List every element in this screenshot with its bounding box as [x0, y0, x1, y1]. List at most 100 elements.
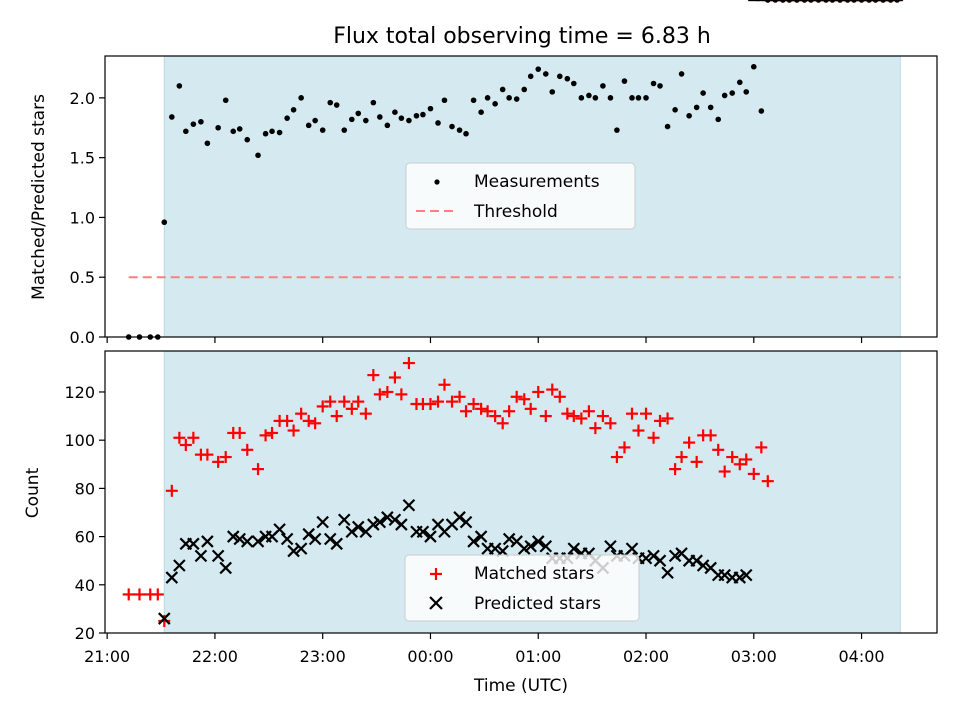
measurement-point: [244, 136, 251, 143]
matched-star-point: [259, 429, 272, 442]
matched-star-point: [589, 422, 602, 435]
matched-star-point: [596, 410, 609, 423]
bottom-y-axis-label: Count: [23, 467, 43, 518]
predicted-star-point: [402, 498, 416, 512]
matched-star-point: [165, 484, 178, 497]
matched-star-point: [388, 371, 401, 384]
measurement-point: [650, 80, 657, 87]
bottom-y-tick-label: 100: [64, 431, 95, 450]
matched-star-point: [173, 431, 186, 444]
measurement-point: [592, 95, 599, 101]
predicted-star-point: [211, 549, 225, 563]
matched-star-point: [704, 429, 717, 442]
matched-star-point: [475, 402, 488, 415]
matched-star-point: [669, 463, 682, 476]
measurement-point: [614, 127, 620, 133]
measurement-point: [222, 97, 229, 104]
legend-predicted-marker: [429, 596, 443, 610]
predicted-star-point: [157, 612, 171, 625]
top-y-tick-label: 1.5: [70, 149, 95, 168]
measurement-point: [678, 71, 685, 77]
matched-star-point: [539, 410, 552, 423]
matched-star-point: [510, 390, 523, 403]
predicted-star-point: [395, 518, 408, 531]
matched-star-point: [133, 588, 146, 601]
matched-star-point: [201, 448, 214, 461]
matched-star-point: [219, 451, 232, 464]
predicted-star-point: [201, 535, 214, 548]
matched-star-point: [532, 385, 545, 398]
legend-matched-label: Matched stars: [474, 564, 594, 584]
matched-star-point: [330, 410, 343, 423]
x-tick-label: 03:00: [731, 647, 777, 666]
measurement-point: [672, 107, 678, 113]
legend-measurements-label: Measurements: [474, 172, 600, 192]
x-tick-label: 04:00: [839, 647, 885, 666]
measurement-point: [743, 89, 750, 95]
measurement-point: [384, 122, 391, 129]
top-panel-frame: [104, 55, 938, 338]
predicted-star-point: [323, 532, 337, 546]
measurement-point: [406, 117, 412, 124]
measurement-point: [600, 83, 606, 89]
measurement-point: [290, 107, 297, 113]
predicted-star-point: [690, 554, 703, 567]
measurement-point: [715, 116, 722, 123]
matched-star-point: [381, 385, 394, 398]
measurement-point: [215, 124, 221, 131]
predicted-star-point: [502, 532, 516, 546]
predicted-star-point: [388, 513, 402, 526]
matched-star-point: [489, 410, 502, 423]
measurement-point: [190, 121, 197, 127]
predicted-star-point: [330, 537, 343, 551]
legend-predicted-label: Predicted stars: [474, 594, 601, 614]
predicted-star-point: [316, 515, 329, 529]
predicted-star-point: [240, 535, 254, 548]
measurement-point: [319, 127, 326, 133]
matched-star-point: [683, 436, 696, 449]
measurement-point: [542, 71, 549, 77]
measurement-point: [204, 140, 211, 147]
measurement-point: [564, 75, 571, 82]
matched-star-point: [266, 426, 279, 439]
predicted-star-point: [194, 549, 208, 563]
x-tick-label: 22:00: [192, 647, 238, 666]
matched-star-point: [626, 407, 639, 420]
x-tick-label: 21:00: [84, 647, 130, 666]
matched-star-point: [122, 588, 135, 601]
matched-star-point: [446, 395, 459, 408]
predicted-star-point: [531, 535, 545, 548]
measurement-point: [312, 117, 318, 124]
matched-star-point: [467, 398, 480, 411]
matched-star-point: [610, 451, 623, 464]
measurement-point: [578, 95, 585, 101]
predicted-star-point: [453, 511, 466, 524]
matched-star-point: [654, 414, 667, 427]
top-panel: 0.00.51.01.52.0 Matched/Predicted stars …: [29, 0, 938, 347]
matched-star-point: [212, 455, 225, 468]
measurement-point: [700, 90, 706, 96]
measurement-point: [729, 90, 736, 96]
top-legend: Measurements Threshold: [405, 162, 636, 230]
predicted-star-point: [696, 559, 710, 572]
matched-star-point: [567, 410, 580, 423]
predicted-star-point: [345, 525, 359, 539]
matched-star-point: [187, 431, 200, 444]
matched-star-point: [373, 388, 386, 401]
measurement-point: [333, 102, 340, 108]
measurement-point: [269, 128, 275, 135]
measurement-point: [571, 80, 577, 87]
matched-star-point: [158, 614, 171, 627]
matched-star-point: [733, 458, 746, 471]
matched-star-point: [287, 424, 300, 437]
predicted-star-point: [287, 544, 300, 558]
matched-star-point: [755, 441, 768, 454]
predicted-star-point: [233, 532, 246, 546]
matched-star-point: [561, 407, 574, 420]
predicted-star-point: [416, 525, 430, 539]
predicted-star-point: [251, 535, 265, 548]
matched-star-point: [640, 407, 653, 420]
matched-star-point: [618, 441, 631, 454]
x-tick-label: 02:00: [623, 647, 669, 666]
